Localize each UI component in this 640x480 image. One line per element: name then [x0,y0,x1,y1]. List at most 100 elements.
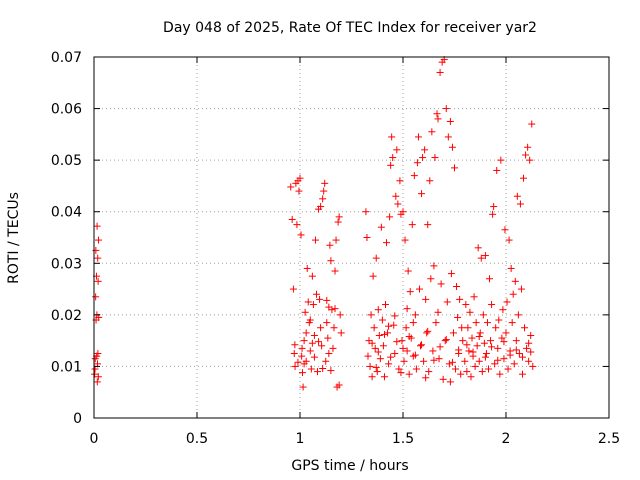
data-point [526,156,534,164]
data-point [418,190,426,198]
data-point [436,343,444,351]
data-point [406,288,414,296]
data-point [470,293,478,301]
data-point [508,319,516,327]
data-point [393,338,401,346]
data-point [384,329,392,337]
data-point [327,257,335,265]
data-point [364,352,372,360]
data-point [529,362,537,370]
data-point [442,336,450,344]
data-point [94,350,102,358]
data-point [500,355,508,363]
y-axis-tick-labels: 0 0.01 0.02 0.03 0.04 0.05 0.06 0.07 [51,50,82,427]
data-point [374,348,382,356]
x-tick-label: 0 [90,431,99,447]
data-point [402,324,410,332]
data-point [501,226,509,234]
data-point [418,341,426,349]
data-point [428,128,436,136]
data-point [520,174,528,182]
data-point [300,337,308,345]
x-tick-label: 1 [296,431,305,447]
data-point [505,236,513,244]
data-point [399,208,407,216]
data-point [448,358,456,366]
data-point [294,358,302,366]
data-point [290,350,298,358]
data-point [391,350,399,358]
data-point [498,334,506,342]
data-point [291,362,299,370]
data-point [386,213,394,221]
data-point [527,331,535,339]
data-point [301,308,309,316]
y-tick-label: 0.01 [51,359,82,375]
data-point [306,347,314,355]
data-point [319,195,327,203]
data-point [449,329,457,337]
y-tick-label: 0 [73,411,82,427]
data-point [307,365,315,373]
data-point [497,156,505,164]
data-point [392,192,400,200]
data-point [482,350,490,358]
data-point [287,183,295,191]
data-point [404,267,412,275]
data-point [527,348,535,356]
data-point [394,200,402,208]
data-point [389,154,397,162]
data-point [334,218,342,226]
data-point [439,375,447,383]
data-point [421,146,429,154]
data-point [430,262,438,270]
data-point [489,210,497,218]
data-point [446,117,454,125]
data-point [94,277,102,285]
data-point [295,187,303,195]
data-point [480,339,488,347]
data-point [315,338,323,346]
data-point [366,362,374,370]
data-point [309,301,317,309]
data-point [463,368,471,376]
data-point [413,159,421,167]
data-point [391,312,399,320]
data-point [378,316,386,324]
data-point [368,339,376,347]
data-point [422,374,430,382]
data-point [479,311,487,319]
data-point [373,368,381,376]
data-point [331,305,339,313]
chart-title: Day 048 of 2025, Rate Of TEC Index for r… [163,20,537,36]
data-point [436,68,444,76]
data-points [91,56,537,391]
data-point [495,316,503,324]
data-point [476,329,484,337]
data-point [335,213,343,221]
data-point [415,285,423,293]
data-point [481,353,489,361]
data-point [310,331,318,339]
data-point [492,324,500,332]
y-tick-label: 0.04 [51,205,82,221]
data-point [444,133,452,141]
data-point [434,115,442,123]
data-point [507,264,515,272]
grid-lines [94,57,609,418]
data-point [493,166,501,174]
data-point [510,360,518,368]
data-point [380,373,388,381]
data-point [412,365,420,373]
data-point [433,110,441,118]
data-point [403,347,411,355]
data-point [311,236,319,244]
data-point [376,355,384,363]
data-point [388,133,396,141]
data-point [441,337,449,345]
data-point [306,316,314,324]
data-point [512,337,520,345]
data-point [429,347,437,355]
data-point [494,344,502,352]
data-point [456,295,464,303]
